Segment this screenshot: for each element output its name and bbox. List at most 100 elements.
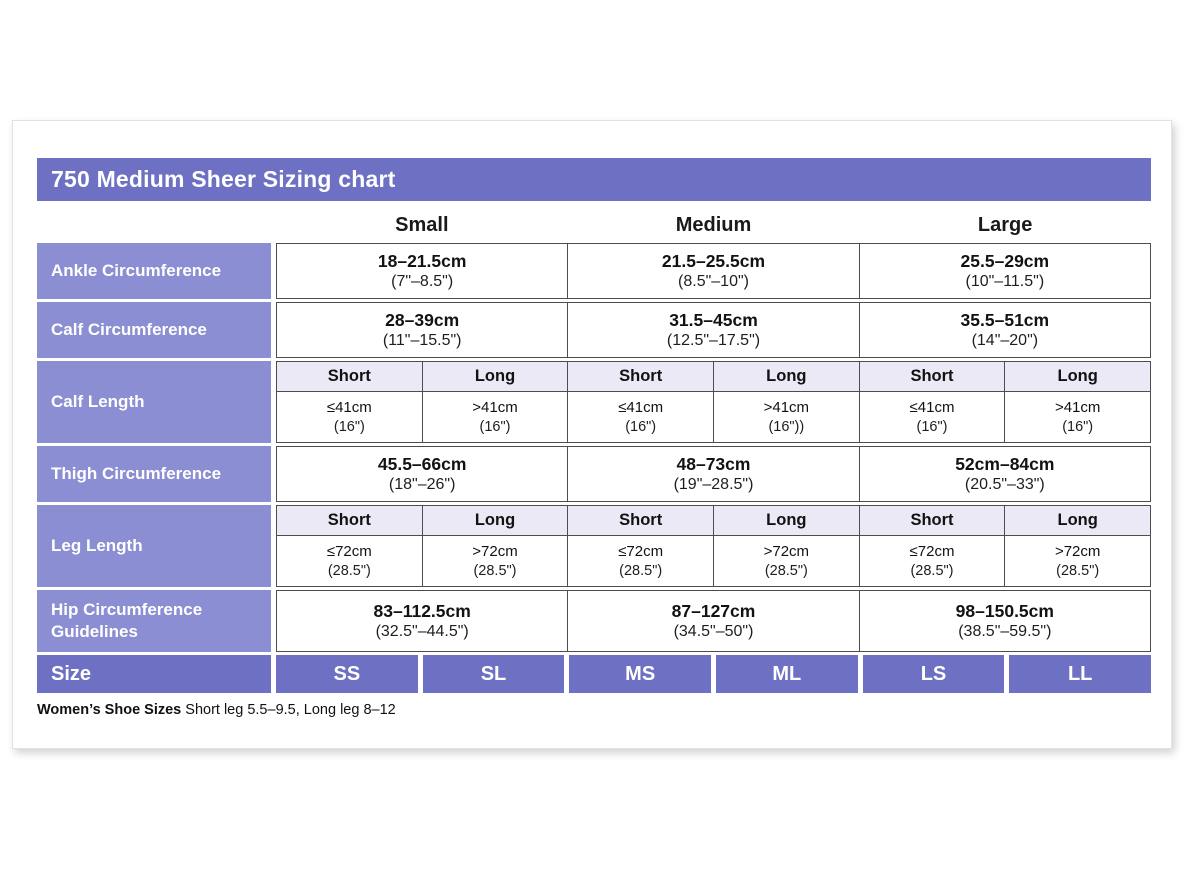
chart-title: 750 Medium Sheer Sizing chart (37, 158, 1151, 201)
value-inches: (16")) (768, 418, 805, 435)
size-code-ls: LS (862, 655, 1005, 693)
subheader-leg-medium-short: Short (568, 506, 713, 535)
value-cm: >41cm (472, 399, 518, 417)
subheader-leg-small-long: Long (422, 506, 568, 535)
row-leg-length: Leg Length Short Long Short Long Short L… (37, 505, 1151, 587)
header-spacer (37, 214, 271, 237)
value-cm: 83–112.5cm (373, 600, 471, 621)
cell-calf-length-medium-long: >41cm (16")) (714, 392, 859, 442)
value-cm: 25.5–29cm (960, 250, 1050, 271)
size-code-ml: ML (716, 655, 858, 693)
row-size: Size SS SL MS ML LS LL (37, 655, 1151, 693)
size-code-ms: MS (569, 655, 711, 693)
size-code-ss: SS (276, 655, 418, 693)
value-cm: 31.5–45cm (669, 309, 758, 330)
value-cm: ≤41cm (618, 399, 664, 417)
cell-leg-length-large-short: ≤72cm (28.5") (859, 536, 1005, 586)
cell-thigh-small: 45.5–66cm (18"–26") (277, 447, 568, 501)
value-cm: 48–73cm (676, 453, 751, 474)
value-cm: >41cm (763, 399, 810, 417)
row-ankle-circumference: Ankle Circumference 18–21.5cm (7"–8.5") … (37, 243, 1151, 299)
value-inches: (28.5") (473, 562, 517, 579)
value-cm: 52cm–84cm (955, 453, 1055, 474)
value-inches: (28.5") (327, 562, 371, 579)
row-label-thigh-circumference: Thigh Circumference (37, 446, 271, 502)
value-inches: (16") (916, 418, 948, 435)
value-inches: (32.5"–44.5") (375, 623, 469, 641)
sizing-chart-card: 750 Medium Sheer Sizing chart Small Medi… (12, 120, 1172, 749)
value-inches: (16") (333, 418, 365, 435)
subheader-calf-small-short: Short (277, 362, 422, 391)
value-cm: >41cm (1054, 399, 1101, 417)
value-inches: (19"–28.5") (673, 476, 754, 494)
footnote-title: Women’s Shoe Sizes (37, 702, 182, 718)
size-headers: Small Medium Large (276, 214, 1151, 237)
row-label-calf-length: Calf Length (37, 361, 271, 443)
row-calf-length: Calf Length Short Long Short Long Short … (37, 361, 1151, 443)
sizing-table: Ankle Circumference 18–21.5cm (7"–8.5") … (37, 243, 1151, 693)
row-hip-circumference: Hip Circumference Guidelines 83–112.5cm … (37, 590, 1151, 652)
shoe-sizes-footnote: Women’s Shoe Sizes Short leg 5.5–9.5, Lo… (37, 702, 1151, 718)
value-cm: 21.5–25.5cm (661, 250, 766, 271)
subheader-calf-small-long: Long (422, 362, 568, 391)
value-cm: >72cm (1054, 543, 1101, 561)
cell-calf-length-large-long: >41cm (16") (1005, 392, 1150, 442)
value-inches: (16") (1062, 418, 1094, 435)
column-header-medium: Medium (675, 214, 752, 236)
column-header-small: Small (395, 214, 449, 236)
value-inches: (38.5"–59.5") (958, 623, 1052, 641)
value-inches: (28.5") (1056, 562, 1100, 579)
cell-calf-circ-small: 28–39cm (11"–15.5") (277, 303, 568, 357)
value-cm: ≤41cm (326, 399, 372, 417)
subheader-leg-large-short: Short (859, 506, 1005, 535)
cell-leg-length-small-short: ≤72cm (28.5") (277, 536, 422, 586)
value-cm: >72cm (472, 543, 518, 561)
row-label-calf-circumference: Calf Circumference (37, 302, 271, 358)
cell-ankle-small: 18–21.5cm (7"–8.5") (277, 244, 568, 298)
value-inches: (8.5"–10") (678, 273, 749, 291)
value-cm: >72cm (763, 543, 810, 561)
cell-ankle-medium: 21.5–25.5cm (8.5"–10") (568, 244, 859, 298)
value-inches: (34.5"–50") (673, 623, 754, 641)
size-code-sl: SL (422, 655, 565, 693)
cell-thigh-large: 52cm–84cm (20.5"–33") (859, 447, 1150, 501)
row-thigh-circumference: Thigh Circumference 45.5–66cm (18"–26") … (37, 446, 1151, 502)
value-inches: (28.5") (764, 562, 808, 579)
value-cm: ≤72cm (326, 543, 372, 561)
cell-hip-large: 98–150.5cm (38.5"–59.5") (859, 591, 1150, 651)
value-cm: 28–39cm (385, 309, 460, 330)
value-cm: 98–150.5cm (955, 600, 1054, 621)
size-header-row: Small Medium Large (37, 214, 1151, 237)
cell-calf-length-small-short: ≤41cm (16") (277, 392, 422, 442)
cell-ankle-large: 25.5–29cm (10"–11.5") (859, 244, 1150, 298)
cell-leg-length-medium-short: ≤72cm (28.5") (568, 536, 713, 586)
size-code-ll: LL (1009, 655, 1151, 693)
value-inches: (18"–26") (388, 476, 456, 494)
footnote-text: Short leg 5.5–9.5, Long leg 8–12 (181, 702, 396, 718)
value-cm: ≤72cm (909, 543, 955, 561)
value-inches: (20.5"–33") (964, 476, 1045, 494)
value-inches: (28.5") (619, 562, 663, 579)
value-inches: (7"–8.5") (391, 273, 454, 291)
value-cm: 35.5–51cm (960, 309, 1050, 330)
value-inches: (16") (479, 418, 511, 435)
value-cm: 45.5–66cm (377, 453, 467, 474)
subheader-leg-medium-long: Long (714, 506, 859, 535)
row-calf-circumference: Calf Circumference 28–39cm (11"–15.5") 3… (37, 302, 1151, 358)
cell-hip-medium: 87–127cm (34.5"–50") (568, 591, 859, 651)
row-label-ankle-circumference: Ankle Circumference (37, 243, 271, 299)
cell-leg-length-large-long: >72cm (28.5") (1005, 536, 1150, 586)
value-inches: (14"–20") (971, 332, 1039, 350)
row-label-leg-length: Leg Length (37, 505, 271, 587)
cell-calf-length-medium-short: ≤41cm (16") (568, 392, 713, 442)
subheader-leg-small-short: Short (277, 506, 422, 535)
cell-leg-length-small-long: >72cm (28.5") (422, 536, 568, 586)
cell-leg-length-medium-long: >72cm (28.5") (714, 536, 859, 586)
cell-calf-circ-medium: 31.5–45cm (12.5"–17.5") (568, 303, 859, 357)
subheader-leg-large-long: Long (1005, 506, 1150, 535)
value-inches: (16") (625, 418, 657, 435)
value-cm: ≤72cm (618, 543, 664, 561)
subheader-calf-large-long: Long (1005, 362, 1150, 391)
cell-hip-small: 83–112.5cm (32.5"–44.5") (277, 591, 568, 651)
